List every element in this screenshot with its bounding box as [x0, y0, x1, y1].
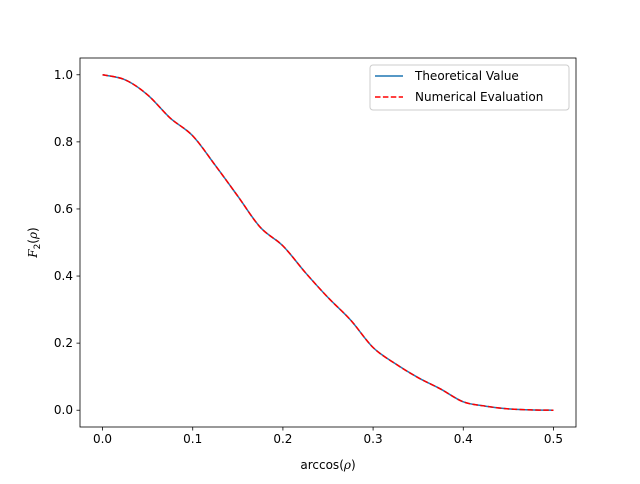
- axes-frame: [79, 57, 577, 428]
- legend: Theoretical Value Numerical Evaluation: [369, 64, 570, 111]
- x-tick-label: 0.2: [273, 432, 292, 446]
- legend-label-theoretical-value: Theoretical Value: [414, 69, 519, 83]
- series-layer: [102, 74, 554, 411]
- x-tick-label: 0.5: [544, 432, 563, 446]
- x-tick-label: 0.4: [454, 432, 473, 446]
- y-axis-label-subscript: 2: [33, 244, 43, 250]
- x-axis-label-prefix: arccos(: [300, 458, 344, 472]
- y-tick-label: 0.4: [54, 269, 73, 283]
- x-axis-label-variable: ρ: [343, 458, 351, 472]
- ticks-layer: 0.0 0.1 0.2 0.3 0.4 0.5 0.0 0.2 0.4 0.6 0.8 1.0: [54, 68, 563, 446]
- y-tick-label: 1.0: [54, 68, 73, 82]
- y-axis-label-open-paren: (: [26, 239, 40, 244]
- y-axis-label: F2(ρ): [26, 227, 43, 259]
- y-axis-label-close-paren: ): [26, 227, 40, 232]
- x-axis-label-suffix: ): [351, 458, 356, 472]
- y-tick-label: 0.6: [54, 202, 73, 216]
- y-axis-label-variable: F: [26, 249, 40, 259]
- x-tick-label: 0.1: [183, 432, 202, 446]
- x-tick-label: 0.0: [93, 432, 112, 446]
- x-tick-label: 0.3: [364, 432, 383, 446]
- y-tick-label: 0.0: [54, 403, 73, 417]
- series-line-numerical-evaluation: [102, 74, 554, 411]
- legend-label-numerical-evaluation: Numerical Evaluation: [415, 90, 543, 104]
- legend-box: [369, 64, 570, 111]
- y-axis-label-argument: ρ: [26, 232, 40, 240]
- y-tick-label: 0.2: [54, 336, 73, 350]
- y-tick-label: 0.8: [54, 135, 73, 149]
- x-axis-label: arccos(ρ): [300, 458, 355, 472]
